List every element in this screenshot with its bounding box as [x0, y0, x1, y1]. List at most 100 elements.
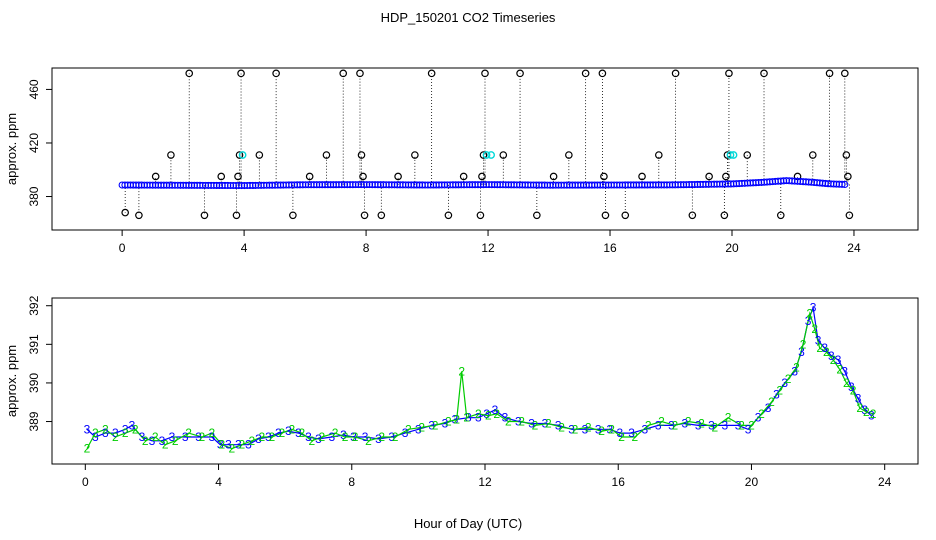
series-3-marker: 3	[868, 409, 875, 423]
outlier-point	[289, 211, 297, 220]
outlier-point	[444, 211, 453, 220]
baseline-point	[838, 180, 846, 188]
bottom-y-tick-label: 389	[27, 411, 41, 431]
series-3-marker: 3	[765, 401, 772, 415]
outlier-point	[394, 172, 402, 181]
series-3-marker: 3	[265, 430, 272, 444]
series-3-marker: 3	[695, 418, 702, 432]
series-2-marker: 2	[308, 434, 315, 448]
series-3-marker: 3	[122, 422, 129, 436]
series-3-marker: 3	[169, 430, 176, 444]
series-3-marker: 3	[452, 413, 459, 427]
series-3-marker: 3	[708, 418, 715, 432]
series-3-marker: 3	[305, 430, 312, 444]
outlier-point	[200, 211, 209, 220]
series-2-marker: 2	[558, 420, 565, 434]
series-2-marker: 2	[172, 434, 179, 448]
series-3-marker: 3	[483, 407, 490, 421]
series-2-marker: 2	[288, 422, 295, 436]
series-2-marker: 2	[856, 401, 863, 415]
series-2-marker: 2	[748, 418, 755, 432]
top-y-tick-label: 380	[27, 186, 41, 206]
outlier-point	[272, 69, 280, 78]
outlier-point	[359, 172, 367, 181]
outlier-point	[842, 151, 851, 159]
top-x-tick-label: 24	[847, 241, 861, 255]
bottom-y-tick-label: 391	[27, 334, 41, 354]
series-2-marker: 2	[816, 341, 823, 355]
top-baseline-points	[118, 177, 849, 190]
series-3-marker: 3	[781, 376, 788, 390]
highlight-point	[726, 151, 735, 159]
series-3-marker: 3	[428, 418, 435, 432]
outlier-point	[844, 172, 852, 181]
outlier-point	[688, 211, 697, 220]
series-2-marker: 2	[785, 372, 792, 386]
series-3-marker: 3	[607, 422, 614, 436]
bottom-x-tick-label: 20	[745, 475, 759, 489]
outlier-point	[411, 151, 419, 159]
outlier-point	[237, 69, 245, 78]
outlier-point	[476, 211, 485, 220]
outlier-point	[255, 151, 264, 159]
outlier-point	[722, 172, 730, 181]
series-2-marker: 2	[758, 407, 765, 421]
bottom-axes: 0 4 8 12 16 20 24 389 390 391 392	[27, 295, 892, 489]
outlier-point	[825, 69, 834, 78]
series-3-marker: 3	[582, 422, 589, 436]
series-2-marker: 2	[768, 395, 775, 409]
series-3-marker: 3	[798, 345, 805, 359]
series-2-marker: 2	[102, 422, 109, 436]
outlier-point	[705, 172, 713, 181]
series-2-marker: 2	[199, 430, 206, 444]
outlier-point	[776, 211, 785, 220]
series-2-marker: 2	[258, 430, 265, 444]
series-2-marker: 2	[249, 434, 256, 448]
series-2-marker: 2	[672, 418, 679, 432]
series-3-marker: 3	[595, 422, 602, 436]
series-3-marker: 3	[682, 416, 689, 430]
outlier-point	[459, 172, 468, 181]
series-2-marker: 2	[830, 353, 837, 367]
series-3-marker: 3	[92, 430, 99, 444]
series-3-marker: 3	[568, 422, 575, 436]
outlier-point	[581, 69, 590, 78]
bottom-x-tick-label: 12	[478, 475, 492, 489]
top-x-tick-label: 8	[363, 241, 370, 255]
series-2-marker: 2	[658, 415, 665, 429]
outlier-point	[499, 151, 508, 159]
top-y-tick-label: 460	[27, 79, 41, 99]
bottom-x-tick-label: 24	[878, 475, 892, 489]
series-3-marker: 3	[235, 438, 242, 452]
series-2-marker: 2	[572, 422, 579, 436]
bottom-x-tick-label: 4	[215, 475, 222, 489]
outlier-point	[808, 151, 817, 159]
series-2-marker: 2	[811, 322, 818, 336]
series-3-marker: 3	[139, 430, 146, 444]
series-2-marker: 2	[505, 415, 512, 429]
series-3-marker: 3	[465, 411, 472, 425]
outlier-point	[725, 69, 733, 78]
outlier-point	[235, 151, 244, 159]
series-2-marker: 2	[332, 426, 339, 440]
series-3-marker: 3	[721, 418, 728, 432]
series-2-marker: 2	[800, 337, 807, 351]
series-2-marker: 2	[806, 306, 813, 320]
series-3-marker: 3	[617, 426, 624, 440]
top-axes: 0 4 8 12 16 20 24 380 420 460	[27, 79, 861, 255]
outlier-point	[516, 69, 524, 78]
series-2-marker: 2	[843, 376, 850, 390]
series-2-marker: 2	[823, 345, 830, 359]
baseline-point	[841, 180, 849, 189]
series-2-marker: 2	[239, 438, 246, 452]
series-3-marker: 3	[402, 426, 409, 440]
series-3-marker: 3	[835, 353, 842, 367]
series-3-marker: 3	[475, 411, 482, 425]
bottom-x-tick-label: 8	[348, 475, 355, 489]
series-3-marker: 3	[810, 301, 817, 315]
series-3-marker: 3	[149, 434, 156, 448]
series-2-marker: 2	[698, 416, 705, 430]
series-2-marker: 2	[405, 422, 412, 436]
outlier-point	[356, 69, 364, 78]
series-3-marker: 3	[855, 391, 862, 405]
